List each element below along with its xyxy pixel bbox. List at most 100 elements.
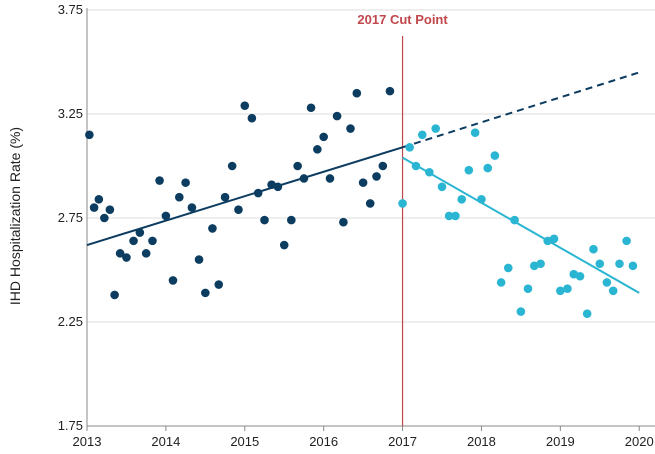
post-data-point (457, 194, 467, 204)
post-data-point (563, 284, 572, 294)
post-data-point (510, 215, 519, 225)
pre-data-point (260, 215, 269, 225)
y-tick-label: 2.75 (58, 210, 83, 225)
post-data-point (503, 263, 513, 273)
post-trend-line (402, 156, 640, 294)
pre-data-point (273, 182, 283, 192)
pre-data-point (339, 217, 348, 227)
pre-data-point (168, 276, 178, 285)
post-data-point (615, 259, 624, 269)
post-data-point (398, 199, 407, 208)
y-tick-label: 1.75 (58, 418, 83, 433)
pre-data-point (175, 192, 184, 202)
pre-data-point (227, 161, 237, 171)
projected-trend-line (402, 71, 640, 149)
pre-data-point (135, 228, 145, 237)
post-data-point (622, 236, 631, 246)
y-axis-title: IHD Hospitalization Rate (%) (7, 127, 23, 305)
post-data-point (589, 244, 598, 254)
x-tick-label: 2019 (546, 434, 575, 449)
pre-data-point (161, 211, 171, 221)
post-data-point (483, 163, 493, 173)
pre-data-point (201, 288, 210, 298)
post-data-point (602, 278, 612, 287)
post-data-point (477, 194, 486, 204)
pre-data-point (352, 88, 362, 98)
pre-data-point (85, 130, 94, 140)
x-tick-label: 2013 (73, 434, 102, 449)
post-data-point (490, 151, 500, 160)
post-data-point (451, 211, 460, 221)
y-tick-label: 2.25 (58, 314, 83, 329)
pre-data-point (89, 203, 99, 212)
post-data-point (437, 182, 447, 192)
x-tick-label: 2017 (388, 434, 417, 449)
pre-data-point (247, 113, 257, 123)
pre-data-point (181, 178, 190, 187)
pre-data-point (194, 255, 204, 264)
pre-data-point (208, 224, 217, 233)
data-points (85, 86, 638, 318)
pre-data-point (234, 205, 243, 214)
post-data-point (523, 284, 533, 294)
pre-data-point (385, 86, 395, 96)
tick-labels: 1.75 2.25 2.75 3.25 3.75 2013 2014 2015 2016 2017… (58, 2, 654, 449)
post-data-point (556, 286, 565, 296)
y-tick-label: 3.75 (58, 2, 83, 17)
x-tick-label: 2015 (230, 434, 259, 449)
cut-point-label: 2017 Cut Point (357, 12, 448, 27)
pre-data-point (240, 101, 250, 110)
x-tick-label: 2020 (625, 434, 654, 449)
pre-data-point (279, 240, 289, 250)
pre-data-point (358, 178, 368, 187)
post-data-point (411, 161, 421, 171)
x-tick-label: 2018 (467, 434, 496, 449)
post-data-point (470, 128, 480, 138)
pre-data-point (293, 161, 302, 171)
post-data-point (464, 165, 474, 175)
post-data-point (431, 124, 440, 133)
pre-data-point (253, 188, 263, 198)
post-data-point (549, 234, 559, 244)
pre-data-point (332, 111, 342, 121)
pre-data-point (129, 236, 138, 246)
post-data-point (516, 307, 526, 316)
pre-data-point (115, 249, 125, 258)
post-data-point (417, 130, 427, 140)
post-data-point (496, 278, 506, 287)
pre-data-point (287, 215, 296, 225)
pre-data-point (299, 174, 309, 183)
cut-point: 2017 Cut Point (357, 12, 448, 426)
pre-data-point (325, 174, 335, 183)
post-data-point (405, 142, 414, 152)
pre-data-point (155, 176, 164, 185)
pre-data-point (141, 249, 151, 258)
pre-data-point (346, 124, 355, 133)
post-data-point (608, 286, 618, 296)
post-data-point (444, 211, 454, 221)
pre-data-point (110, 290, 119, 300)
y-tick-label: 3.25 (58, 106, 83, 121)
axes (86, 8, 655, 431)
post-data-point (575, 271, 585, 281)
pre-data-point (220, 192, 230, 202)
pre-data-point (100, 213, 109, 223)
pre-data-point (313, 145, 322, 154)
pre-trend-line (86, 146, 403, 246)
pre-data-point (365, 199, 375, 208)
pre-data-point (378, 161, 388, 171)
pre-data-point (148, 236, 157, 246)
post-data-point (628, 261, 638, 271)
pre-data-point (372, 172, 381, 181)
x-tick-label: 2016 (309, 434, 338, 449)
pre-data-point (187, 203, 197, 212)
pre-data-point (306, 103, 316, 113)
post-data-point (425, 167, 434, 177)
pre-data-point (122, 253, 131, 262)
pre-data-point (214, 280, 224, 289)
pre-data-point (105, 205, 115, 214)
pre-data-point (94, 194, 104, 204)
pre-data-point (319, 132, 328, 142)
x-tick-label: 2014 (151, 434, 180, 449)
